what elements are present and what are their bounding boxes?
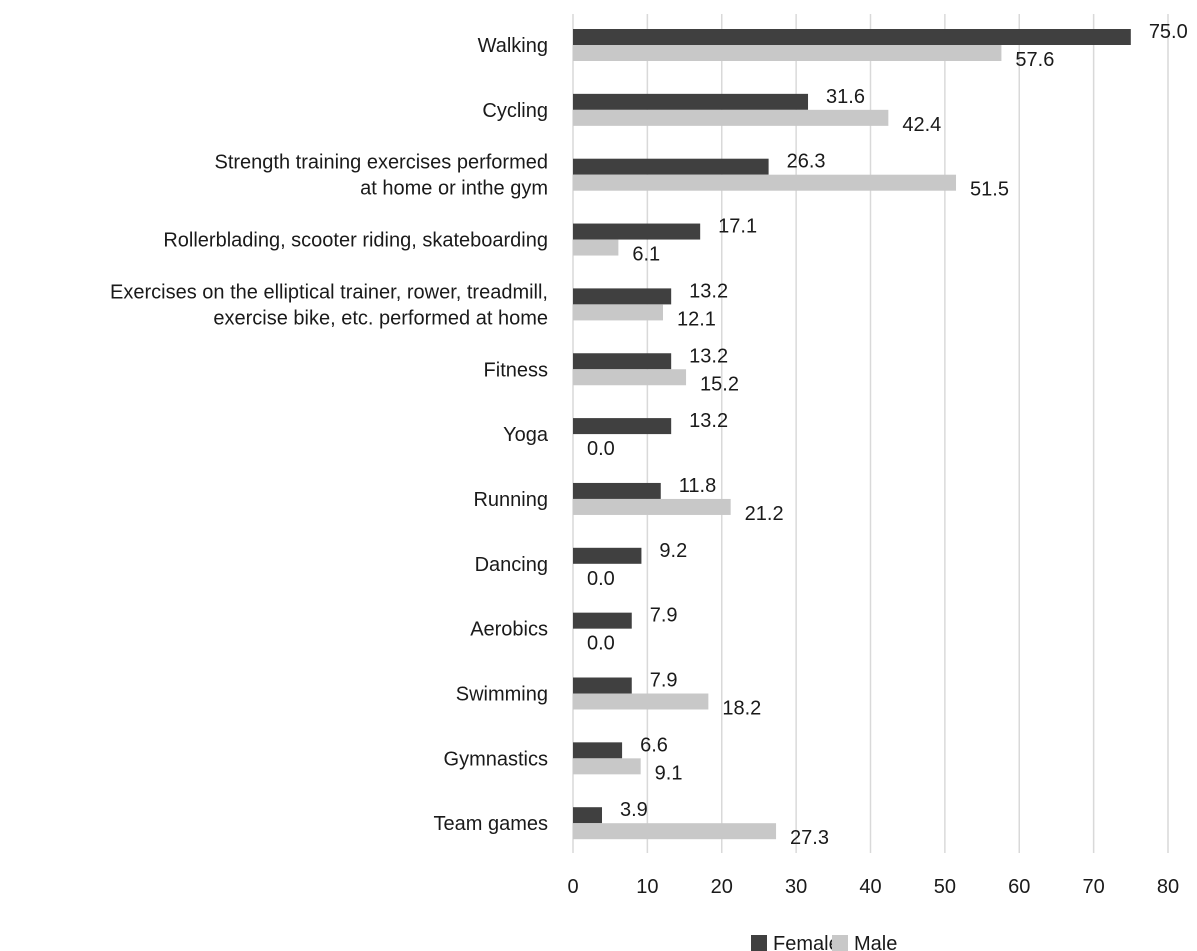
- x-tick-label: 40: [859, 876, 881, 898]
- male-data-label: 18.2: [722, 698, 761, 720]
- female-bar: [573, 353, 672, 370]
- x-tick-label: 60: [1008, 876, 1030, 898]
- female-bar: [573, 677, 632, 694]
- male-data-label: 0.0: [587, 438, 615, 460]
- female-bar: [573, 29, 1131, 45]
- x-tick-label: 10: [636, 876, 658, 898]
- male-bar: [573, 174, 957, 191]
- legend: Female Male: [751, 933, 897, 951]
- male-data-label: 57.6: [1015, 49, 1054, 71]
- category-label: Walking: [478, 35, 548, 57]
- female-data-label: 11.8: [679, 475, 716, 497]
- female-bar: [573, 288, 672, 305]
- male-data-label: 9.1: [655, 762, 683, 784]
- male-bar: [573, 45, 1002, 61]
- x-tick-label: 80: [1157, 876, 1179, 898]
- female-data-label: 31.6: [826, 86, 865, 108]
- x-tick-label: 50: [934, 876, 956, 898]
- female-bar: [573, 418, 672, 435]
- female-bar: [573, 612, 632, 629]
- male-bar: [573, 239, 619, 256]
- male-bar: [573, 693, 709, 710]
- category-label: Running: [473, 489, 548, 511]
- female-data-label: 13.2: [689, 410, 728, 432]
- x-tick-label: 0: [567, 876, 578, 898]
- male-data-label: 21.2: [745, 503, 784, 525]
- female-data-label: 13.2: [689, 345, 728, 367]
- legend-swatch-female: [751, 935, 767, 951]
- category-label: Aerobics: [470, 619, 548, 641]
- x-axis-ticks: 0 10 20 30 40 50 60 70 80: [567, 876, 1179, 898]
- category-label: Yoga: [503, 424, 549, 446]
- female-bar: [573, 158, 769, 175]
- female-data-label: 26.3: [787, 151, 826, 173]
- female-data-label: 7.9: [650, 605, 678, 627]
- female-data-label: 3.9: [620, 799, 648, 821]
- male-bar: [573, 369, 687, 386]
- x-tick-label: 30: [785, 876, 807, 898]
- male-bar: [573, 758, 641, 775]
- female-bar: [573, 482, 661, 499]
- category-label: Team games: [434, 813, 549, 835]
- male-data-label: 0.0: [587, 568, 615, 590]
- category-label: Cycling: [482, 100, 548, 122]
- male-bar: [573, 304, 663, 321]
- female-data-label: 7.9: [650, 670, 678, 692]
- male-data-label: 51.5: [970, 179, 1009, 201]
- data-labels: 75.0 57.6 31.6 42.4 26.3 51.5 17.1 6.1 13.2 12.1 1…: [587, 21, 1188, 849]
- female-data-label: 6.6: [640, 734, 668, 756]
- category-label: Gymnastics: [444, 748, 548, 770]
- male-data-label: 42.4: [902, 114, 941, 136]
- category-labels: Walking Cycling Strength training exercise…: [110, 35, 549, 835]
- male-bar: [573, 109, 889, 126]
- legend-label-male: Male: [854, 933, 897, 951]
- female-bar: [573, 223, 701, 240]
- category-label: Swimming: [456, 684, 548, 706]
- x-tick-label: 20: [711, 876, 733, 898]
- bars: [573, 29, 1131, 840]
- gridlines: [572, 14, 1169, 853]
- male-bar: [573, 498, 731, 515]
- legend-swatch-male: [832, 935, 848, 951]
- female-data-label: 75.0: [1149, 21, 1188, 43]
- male-data-label: 0.0: [587, 633, 615, 655]
- category-label: Exercises on the elliptical trainer, row…: [110, 281, 548, 303]
- male-data-label: 27.3: [790, 827, 829, 849]
- male-data-label: 15.2: [700, 373, 739, 395]
- female-bar: [573, 93, 809, 110]
- female-bar: [573, 742, 623, 759]
- legend-label-female: Female: [773, 933, 840, 951]
- male-bar: [573, 823, 777, 840]
- x-tick-label: 70: [1083, 876, 1105, 898]
- female-data-label: 13.2: [689, 280, 728, 302]
- male-data-label: 12.1: [677, 308, 716, 330]
- male-data-label: 6.1: [632, 244, 660, 266]
- female-data-label: 17.1: [718, 216, 757, 238]
- category-label: at home or inthe gym: [360, 178, 548, 200]
- category-label: Dancing: [475, 554, 548, 576]
- category-label: Rollerblading, scooter riding, skateboar…: [163, 230, 548, 252]
- female-bar: [573, 547, 642, 564]
- female-bar: [573, 807, 603, 824]
- category-label: Strength training exercises performed: [215, 152, 549, 174]
- category-label: exercise bike, etc. performed at home: [213, 307, 548, 329]
- female-data-label: 9.2: [659, 540, 687, 562]
- category-label: Fitness: [484, 359, 548, 381]
